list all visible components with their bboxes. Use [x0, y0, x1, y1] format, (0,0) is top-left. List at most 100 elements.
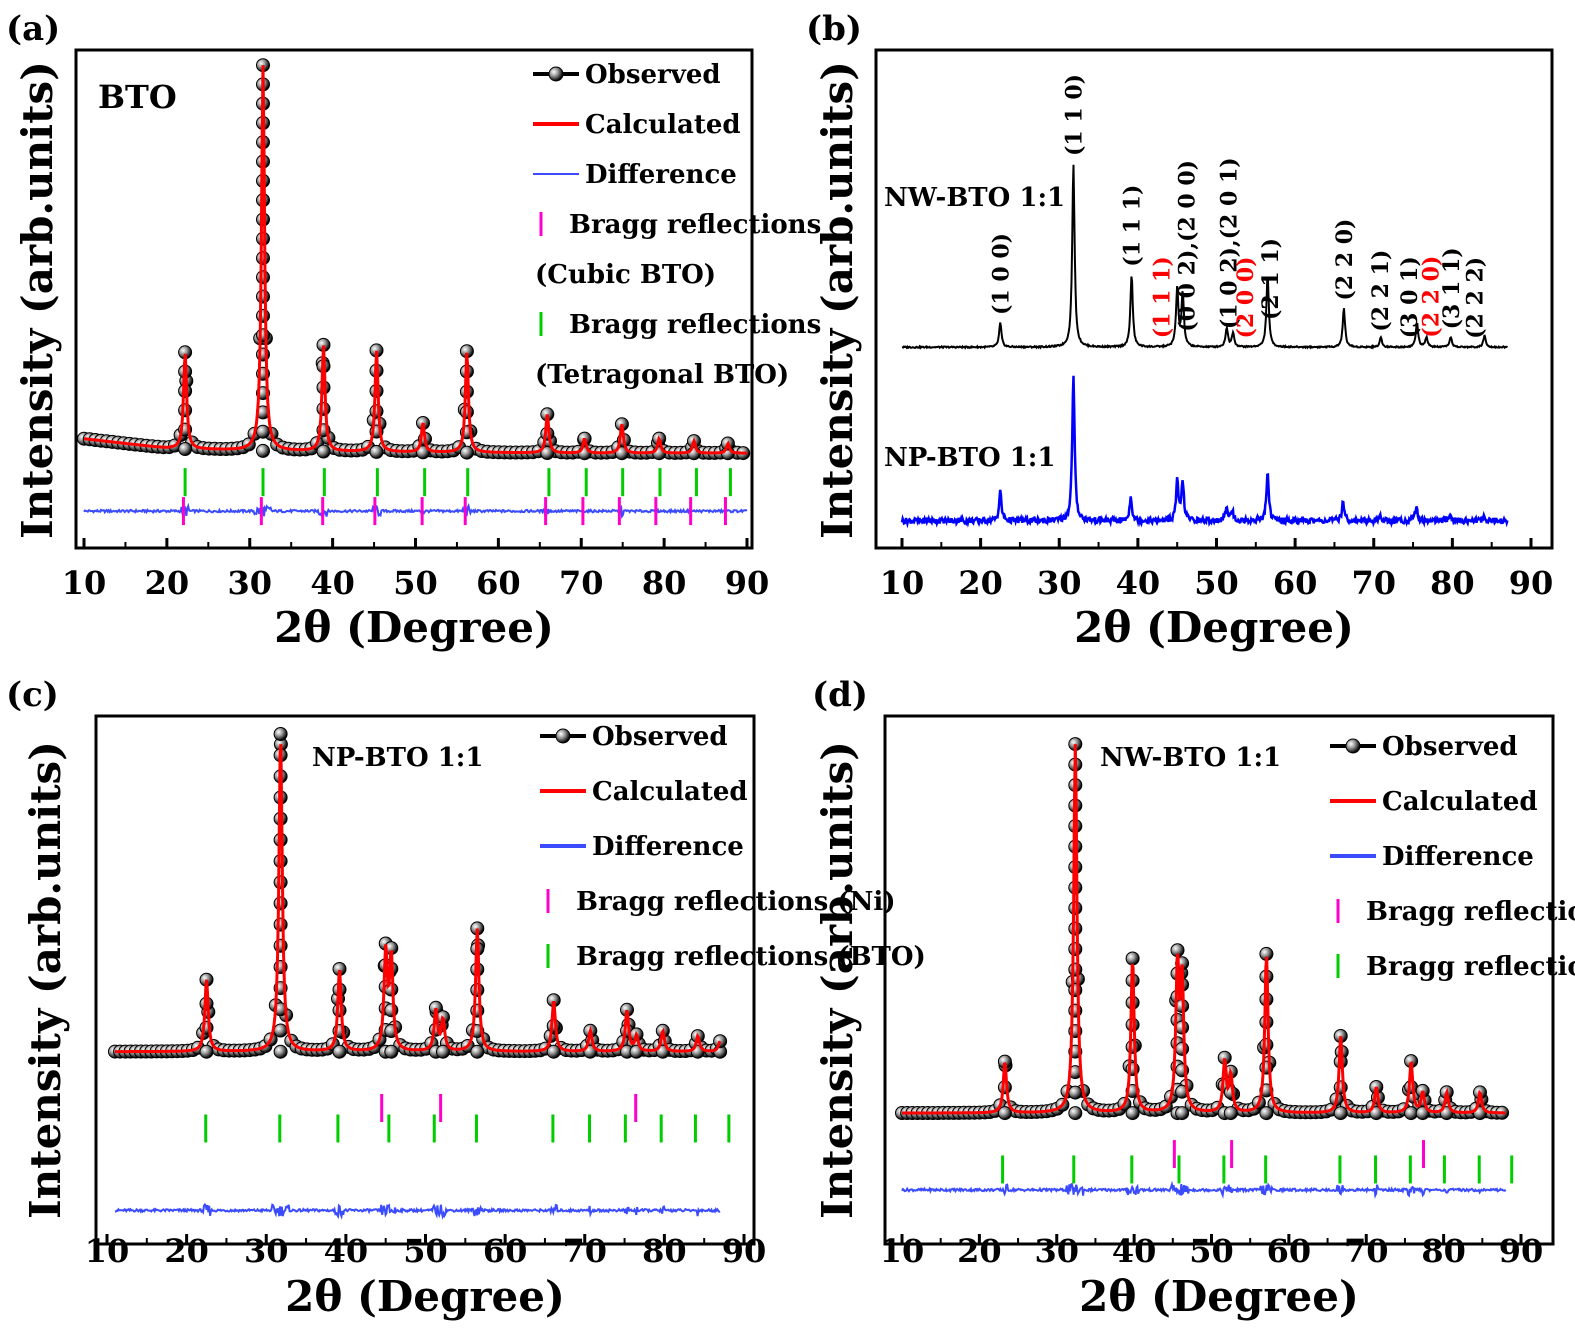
panel-b-plot: 10 20 30 40 50 60 70 80 90 — [880, 164, 1553, 602]
panel-d-tag: (d) — [812, 675, 868, 715]
hkl-label-4: (0 0 2),(2 0 0) — [1175, 160, 1201, 332]
legend-label-a-1: Calculated — [585, 110, 741, 140]
observed-point-d-139 — [1125, 1106, 1140, 1121]
observed-point-a-129 — [256, 328, 270, 343]
x-tick-label-b-2: 30 — [1037, 564, 1082, 602]
panel-d-ylabel: Intensity (arb.units) — [813, 741, 862, 1219]
legend-label-a-2: Difference — [585, 160, 737, 190]
observed-point-d-184 — [1404, 1080, 1419, 1095]
legend-label-c-3: Bragg reflections (Ni) — [576, 887, 896, 917]
x-tick-label-d-6: 70 — [1344, 1232, 1389, 1270]
observed-point-a-169 — [614, 446, 629, 461]
x-tick-label-b-5: 60 — [1273, 564, 1318, 602]
legend-label-c-2: Difference — [592, 832, 744, 862]
panel-b-xlabel: 2θ (Degree) — [1074, 603, 1354, 652]
calculated-line-d — [902, 744, 1506, 1115]
hkl-label-5: (1 0 2),(2 0 1) — [1216, 157, 1242, 329]
x-tick-label-c-5: 60 — [483, 1232, 528, 1270]
panel-d-xlabel: 2θ (Degree) — [1079, 1272, 1359, 1321]
observed-point-c-159 — [470, 1044, 485, 1059]
x-tick-label-d-5: 60 — [1267, 1232, 1312, 1270]
x-tick-label-d-8: 90 — [1499, 1232, 1544, 1270]
x-tick-label-b-6: 70 — [1351, 564, 1396, 602]
observed-point-a-158 — [459, 445, 474, 460]
panel-a-ylabel: Intensity (arb.units) — [13, 61, 62, 539]
hkl-label-9: (2 2 1) — [1368, 250, 1394, 332]
observed-point-c-150 — [384, 1003, 399, 1018]
observed-point-d-129 — [1068, 921, 1083, 936]
x-tick-label-a-1: 20 — [145, 564, 190, 602]
observed-point-a-146 — [316, 401, 331, 416]
x-tick-label-b-3: 40 — [1116, 564, 1161, 602]
x-tick-label-d-3: 40 — [1112, 1232, 1157, 1270]
panel-d-plot: 10 20 30 40 50 60 70 80 90 — [880, 737, 1544, 1270]
panel-a-plot: 10 20 30 40 50 60 70 80 90 — [62, 58, 769, 602]
hkl-label-8: (2 2 0) — [1332, 219, 1358, 301]
panel-b: (b) 10 20 30 40 50 60 70 80 90 NW-BTO 1:1 NP-BTO… — [806, 9, 1554, 652]
observed-point-c-122 — [273, 1023, 288, 1038]
panel-b-ylabel: Intensity (arb.units) — [813, 61, 862, 539]
observed-point-a-123 — [256, 443, 270, 458]
x-tick-label-a-0: 10 — [62, 564, 107, 602]
observed-point-d-117 — [997, 1106, 1012, 1121]
panel-b-frame — [874, 48, 1554, 550]
panel-a-tag: (a) — [6, 9, 60, 49]
observed-point-c-162 — [470, 983, 485, 997]
legend-label-c-1: Calculated — [592, 777, 748, 807]
observed-point-c-121 — [273, 1044, 288, 1059]
observed-point-d-146 — [1125, 951, 1140, 966]
observed-point-c-139 — [332, 1003, 347, 1018]
observed-point-d-173 — [1259, 1015, 1274, 1030]
x-tick-label-a-7: 80 — [642, 564, 687, 602]
observed-point-d-186 — [1415, 1106, 1430, 1121]
observed-point-d-121 — [1068, 1085, 1083, 1100]
x-tick-label-c-2: 30 — [244, 1232, 289, 1270]
legend-label-a-0: Observed — [585, 60, 721, 90]
x-tick-label-a-5: 60 — [476, 564, 521, 602]
x-tick-label-d-2: 30 — [1034, 1232, 1079, 1270]
panel-b-hkl-labels: (1 0 0)(1 1 0)(1 1 1)(1 1 1) (0 0 2),(2 0… — [988, 74, 1488, 339]
difference-line-d — [901, 1180, 1507, 1199]
observed-point-a-152 — [369, 404, 384, 419]
observed-point-a-117 — [178, 442, 193, 456]
observed-point-c-130 — [273, 854, 288, 869]
x-tick-label-c-6: 70 — [562, 1232, 607, 1270]
panel-a: (a) 10 20 30 40 50 60 70 80 90 BTO Observed Calcu… — [6, 9, 821, 652]
legend-label-a-5: Bragg reflections — [569, 310, 821, 340]
hkl-label-11: (2 2 0) — [1418, 256, 1444, 338]
hkl-label-1: (1 1 0) — [1061, 74, 1087, 156]
panel-c-ylabel: Intensity (arb.units) — [21, 741, 70, 1219]
x-tick-label-c-0: 10 — [85, 1232, 130, 1270]
observed-point-d-127 — [1068, 962, 1083, 977]
observed-point-d-166 — [1223, 1106, 1238, 1121]
panel-a-legend: Observed Calculated Difference Bragg reflec… — [533, 60, 821, 390]
observed-point-c-157 — [436, 1044, 450, 1059]
x-tick-label-a-3: 40 — [310, 564, 355, 602]
hkl-label-10: (3 0 1) — [1397, 256, 1423, 338]
panel-d-sample-label: NW-BTO 1:1 — [1100, 743, 1281, 773]
observed-point-a-156 — [416, 445, 430, 460]
legend-label-d-0: Observed — [1382, 732, 1518, 762]
legend-marker-d-0 — [1345, 738, 1361, 754]
x-tick-label-d-4: 50 — [1189, 1232, 1234, 1270]
panel-c-xlabel: 2θ (Degree) — [285, 1272, 565, 1321]
hkl-label-7: (2 1 1) — [1258, 238, 1284, 320]
panel-d-legend: Observed Calculated Difference Bragg reflec… — [1330, 732, 1575, 982]
observed-point-c-166 — [546, 1044, 561, 1059]
x-tick-label-b-1: 20 — [958, 564, 1003, 602]
observed-point-d-155 — [1175, 1106, 1190, 1121]
series-line-b-0 — [901, 164, 1509, 350]
panel-c-legend: Observed Calculated Difference Bragg reflec… — [540, 722, 926, 972]
observed-point-d-128 — [1068, 942, 1083, 957]
panel-d: (d) 10 20 30 40 50 60 70 80 90 NW-BTO 1:1 Observ… — [812, 675, 1575, 1321]
x-tick-label-d-7: 80 — [1421, 1232, 1466, 1270]
x-tick-label-c-3: 40 — [324, 1232, 369, 1270]
hkl-label-13: (2 2 2) — [1462, 257, 1488, 339]
panel-a-sample-label: BTO — [98, 78, 177, 116]
legend-label-a-3: Bragg reflections — [569, 210, 821, 240]
legend-marker-c-0 — [555, 728, 571, 744]
legend-label-d-2: Difference — [1382, 842, 1534, 872]
observed-point-d-181 — [1369, 1106, 1384, 1121]
observed-point-d-130 — [1068, 901, 1083, 916]
